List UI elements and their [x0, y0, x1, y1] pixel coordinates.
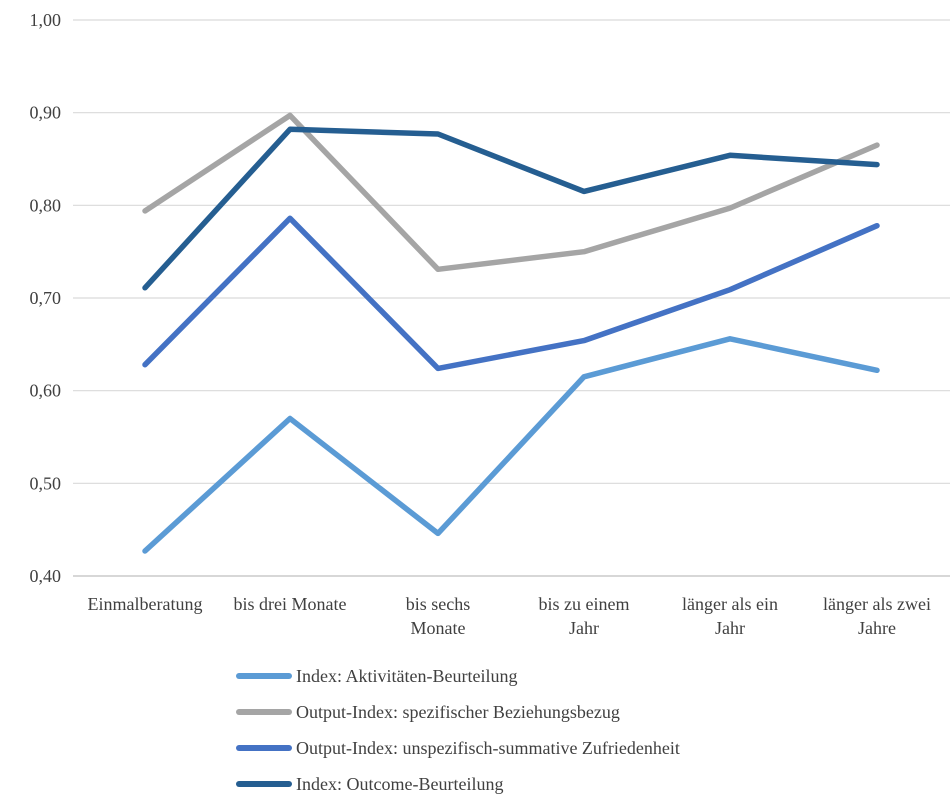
gridlines: [73, 19, 950, 577]
y-tick-label: 0,90: [30, 103, 62, 123]
legend-label: Output-Index: spezifischer Beziehungsbez…: [296, 701, 620, 722]
legend-item: Index: Outcome-Beurteilung: [236, 766, 936, 802]
x-category-label: bis drei Monate: [234, 594, 347, 614]
y-tick-label: 1,00: [30, 10, 62, 30]
legend-label: Index: Outcome-Beurteilung: [296, 773, 504, 794]
line-chart: 0,40 0,50 0,60 0,70 0,80 0,90 1,00 Einmalberat…: [30, 10, 950, 638]
series-line: [142, 112, 880, 273]
legend-item: Output-Index: spezifischer Beziehungsbez…: [236, 694, 936, 730]
x-axis-category-labels: Einmalberatung bis drei Monate bis sechs Mo…: [88, 594, 931, 638]
legend-swatch: [236, 709, 292, 715]
legend: Index: Aktivitäten-Beurteilung Output-Ind…: [236, 658, 936, 802]
x-category-label: Einmalberatung: [88, 594, 203, 614]
y-tick-label: 0,70: [30, 288, 62, 308]
legend-label: Index: Aktivitäten-Beurteilung: [296, 665, 518, 686]
series-line: [142, 126, 880, 291]
legend-swatch: [236, 781, 292, 787]
y-tick-label: 0,60: [30, 381, 62, 401]
x-category-label: bis zu einem Jahr: [539, 594, 630, 638]
x-category-label: länger als ein Jahr: [682, 594, 778, 638]
legend-swatch: [236, 673, 292, 679]
y-tick-label: 0,40: [30, 566, 62, 586]
series-line: [142, 215, 880, 372]
series-line: [142, 336, 880, 554]
legend-item: Output-Index: unspezifisch-summative Zuf…: [236, 730, 936, 766]
x-category-label: bis sechs Monate: [406, 594, 471, 638]
y-tick-label: 0,50: [30, 473, 62, 493]
y-axis-tick-labels: 0,40 0,50 0,60 0,70 0,80 0,90 1,00: [30, 10, 62, 586]
legend-label: Output-Index: unspezifisch-summative Zuf…: [296, 737, 680, 758]
series-lines: [142, 112, 880, 554]
y-tick-label: 0,80: [30, 195, 62, 215]
legend-item: Index: Aktivitäten-Beurteilung: [236, 658, 936, 694]
legend-swatch: [236, 745, 292, 751]
x-category-label: länger als zwei Jahre: [823, 594, 931, 638]
